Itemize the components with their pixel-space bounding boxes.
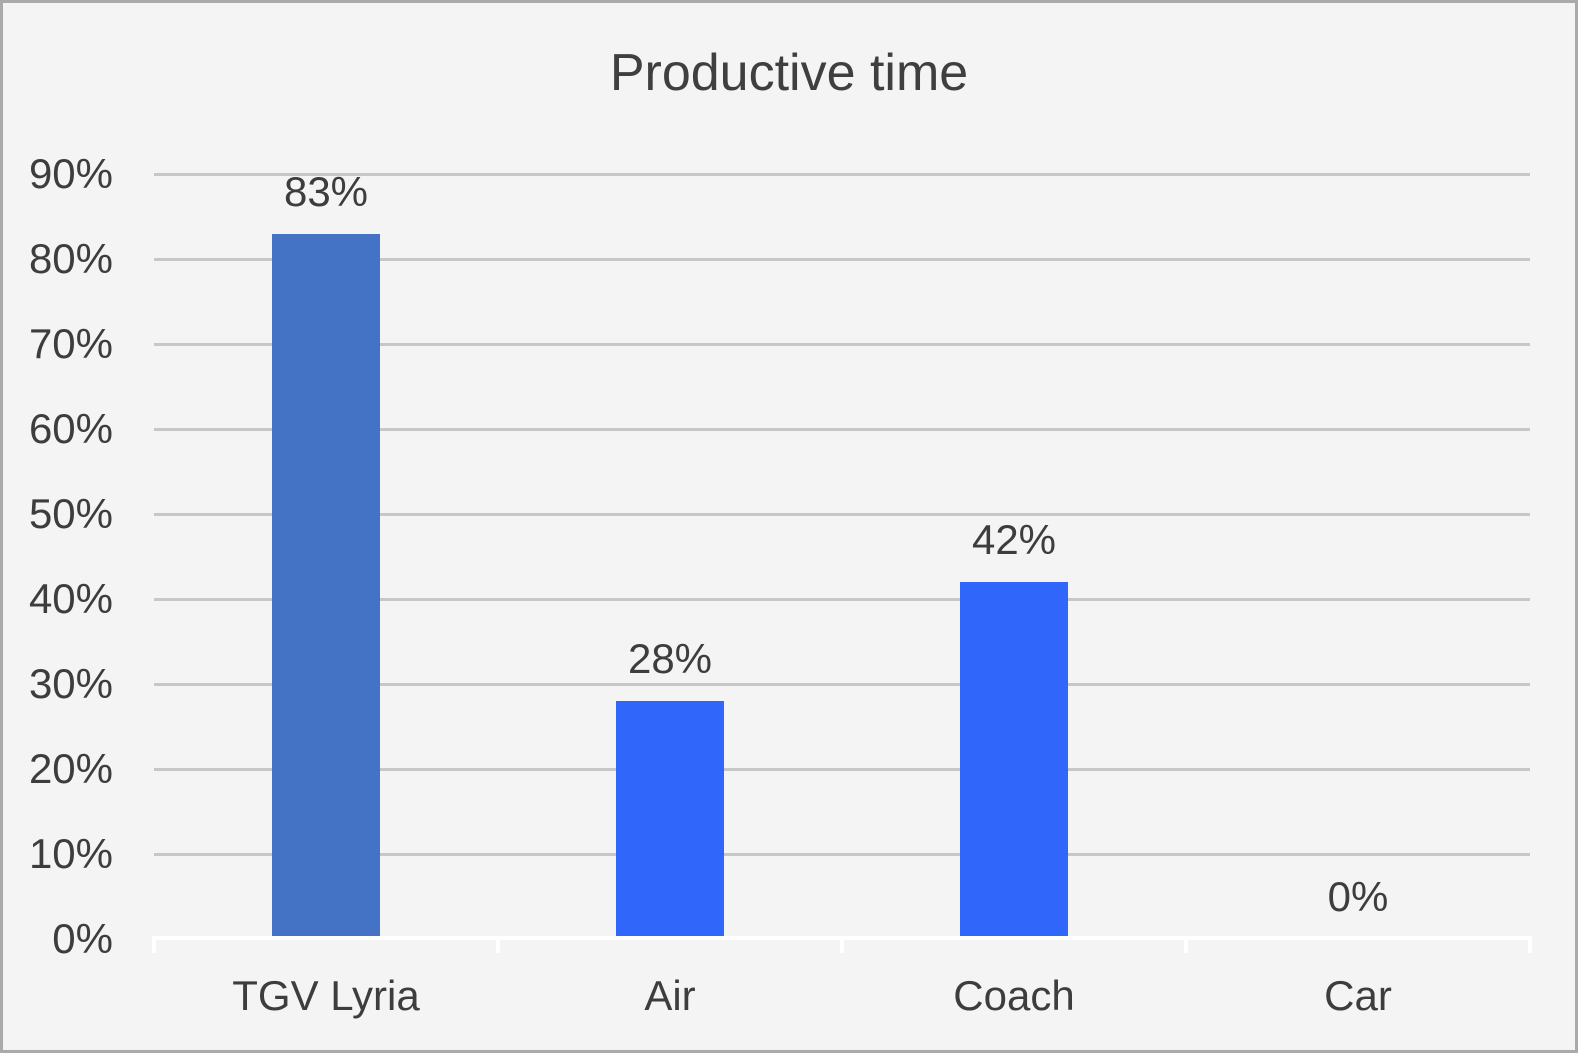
gridline-10: [154, 853, 1530, 856]
y-tick-label-70: 70%: [28, 320, 113, 367]
gridline-50: [154, 513, 1530, 516]
gridline-30: [154, 683, 1530, 686]
y-tick-label-60: 60%: [28, 405, 113, 452]
gridline-90: [154, 173, 1530, 176]
x-category-label-car: Car: [1324, 972, 1392, 1019]
bar-air: [616, 701, 724, 939]
bar-value-label-tgv-lyria: 83%: [283, 167, 369, 215]
x-category-label-tgv-lyria: TGV Lyria: [232, 972, 420, 1019]
x-axis-tick-2: [840, 936, 844, 953]
bar-coach: [960, 582, 1068, 939]
x-axis: TGV Lyria Air Coach Car: [154, 971, 1530, 1021]
x-axis-tick-3: [1184, 936, 1188, 953]
gridline-20: [154, 768, 1530, 771]
y-tick-label-80: 80%: [28, 235, 113, 282]
bar-tgv-lyria: [272, 233, 380, 939]
bar-value-label-coach: 42%: [971, 516, 1057, 563]
x-category-label-coach: Coach: [953, 972, 1075, 1019]
y-tick-label-50: 50%: [28, 490, 113, 537]
chart-title: Productive time: [609, 44, 969, 102]
y-tick-label-20: 20%: [28, 745, 113, 792]
y-tick-label-30: 30%: [28, 660, 113, 707]
y-tick-label-0: 0%: [52, 915, 113, 962]
bar-value-label-air: 28%: [627, 635, 713, 682]
gridline-60: [154, 428, 1530, 431]
x-axis-tick-0: [152, 936, 156, 953]
y-tick-label-90: 90%: [28, 150, 113, 197]
y-tick-label-40: 40%: [28, 575, 113, 622]
y-axis: 0% 10% 20% 30% 40% 50% 60% 70% 80% 90%: [3, 150, 121, 962]
gridline-70: [154, 343, 1530, 346]
gridline-80: [154, 258, 1530, 261]
x-axis-tick-4: [1528, 936, 1532, 953]
bar-value-label-car: 0%: [1327, 873, 1389, 920]
x-category-label-air: Air: [644, 972, 696, 1019]
gridline-40: [154, 598, 1530, 601]
y-tick-label-10: 10%: [28, 830, 113, 877]
x-axis-tick-1: [496, 936, 500, 953]
plot-area: 83% 28% 42% 0%: [154, 168, 1530, 939]
